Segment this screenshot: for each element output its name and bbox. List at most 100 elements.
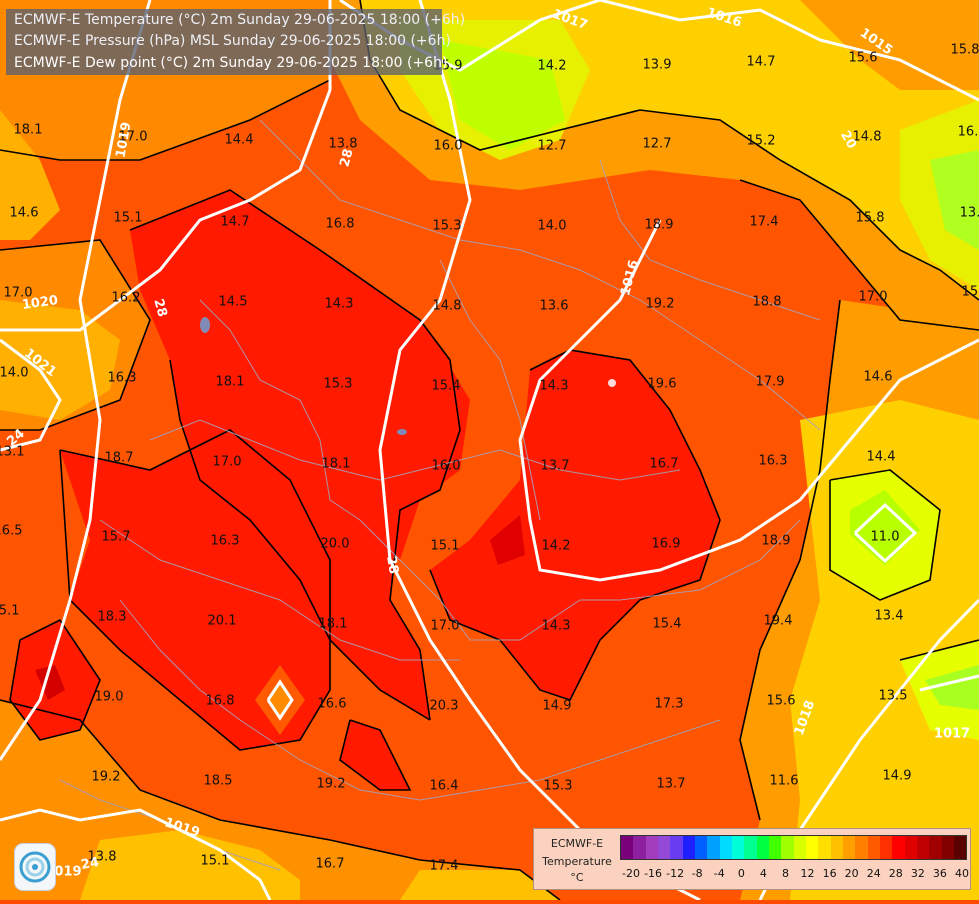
dewpoint-value: 15.6: [849, 51, 878, 66]
dewpoint-value: 16.7: [650, 457, 679, 472]
legend-tick-label: -8: [691, 867, 703, 880]
dewpoint-value: 19.4: [764, 614, 793, 629]
dewpoint-value: 13.1: [0, 445, 24, 460]
dewpoint-value: 17.0: [213, 455, 242, 470]
dewpoint-value: 14.3: [542, 619, 571, 634]
lakes: [200, 317, 616, 435]
legend-color-swatch: [904, 836, 917, 859]
dewpoint-value: 20.0: [321, 537, 350, 552]
dewpoint-value: 13.8: [88, 850, 117, 865]
legend-title-unit: °C: [570, 871, 584, 884]
isoline-label: 28: [150, 297, 169, 318]
dewpoint-value: 16.3: [211, 534, 240, 549]
dewpoint-value: 13.4: [875, 609, 904, 624]
legend-tick-label: 28: [888, 867, 903, 880]
legend-color-swatch: [892, 836, 905, 859]
dewpoint-value: 18.1: [319, 617, 348, 632]
legend-title-source: ECMWF-E: [550, 837, 604, 850]
legend-color-swatch: [707, 836, 720, 859]
legend-color-swatch: [694, 836, 708, 859]
legend-tick-label: -16: [644, 867, 663, 880]
dewpoint-value: 18.1: [216, 375, 245, 390]
legend-color-swatch: [768, 836, 782, 859]
dewpoint-value: 16.3: [759, 454, 788, 469]
dewpoint-value: 17.0: [859, 290, 888, 305]
dewpoint-value: 18.3: [98, 610, 127, 625]
isoline-label: 28: [337, 147, 356, 168]
legend-color-swatch: [682, 836, 695, 859]
temperature-title: ECMWF-E Temperature (°C) 2m Sunday 29-06…: [14, 12, 466, 28]
dewpoint-value: 13.: [960, 206, 979, 221]
dewpoint-value: 18.1: [14, 123, 43, 138]
dewpoint-value: 14.3: [325, 297, 354, 312]
dewpoint-value: 14.4: [867, 450, 896, 465]
legend-color-swatch: [842, 836, 856, 859]
dewpoint-value: 17.3: [655, 697, 684, 712]
dewpoint-value: 15.3: [433, 219, 462, 234]
legend-color-swatch: [855, 836, 868, 859]
pressure-title: ECMWF-E Pressure (hPa) MSL Sunday 29-06-…: [14, 33, 451, 49]
temp-field-8-12: [930, 150, 979, 250]
temp-field-28-32: [430, 350, 720, 700]
ecmwf-logo: [14, 843, 56, 891]
dewpoint-value: 15.1: [0, 604, 19, 619]
legend-tick-label: 8: [781, 867, 789, 880]
dewpoint-value: 20.1: [208, 614, 237, 629]
legend-color-swatch: [781, 836, 794, 859]
dewpoint-value: 13.6: [540, 299, 569, 314]
temp-field-16-20: [400, 870, 560, 900]
legend-color-swatch: [818, 836, 831, 859]
dewpoint-value: 15.6: [767, 694, 796, 709]
dewpoint-value: 13.7: [657, 777, 686, 792]
dewpoint-value: 11.6: [770, 774, 799, 789]
isobar-label: 019: [54, 865, 81, 880]
temp-field-32-36: [35, 665, 65, 700]
legend-color-swatch: [793, 836, 806, 859]
dewpoint-value: 16.5: [0, 524, 22, 539]
legend-tick-label: 36: [932, 867, 947, 880]
legend-color-swatch: [633, 836, 646, 859]
temp-field-32-36: [490, 515, 525, 565]
dewpoint-value: 13.9: [643, 58, 672, 73]
dewpoint-value: 14.8: [433, 299, 462, 314]
legend-tick-label: -12: [666, 867, 685, 880]
legend-color-swatch: [645, 836, 658, 859]
dewpoint-value: 17.4: [750, 215, 779, 230]
isobar-label: 1020: [21, 293, 59, 313]
legend-tick-label: 4: [759, 867, 767, 880]
dewpoint-value: 15.4: [653, 617, 682, 632]
dewpoint-value: 15.4: [432, 379, 461, 394]
legend-tick-label: -20: [622, 867, 640, 880]
dewpoint-value: 16.2: [112, 291, 141, 306]
dewpoint-value: 14.7: [747, 55, 776, 70]
dewpoint-value: 15.8: [856, 211, 885, 226]
temp-field-8-12: [925, 665, 979, 710]
dewpoint-value: 12.7: [538, 139, 567, 154]
dewpoint-value: 17.0: [431, 619, 460, 634]
dewpoint-value: 17.0: [4, 286, 33, 301]
dewpoint-value: 13.5: [879, 689, 908, 704]
legend-tick-label: -4: [713, 867, 725, 880]
legend-color-swatch: [953, 836, 967, 859]
dewpoint-value: 16.0: [434, 139, 463, 154]
dewpoint-value: 14.5: [219, 295, 248, 310]
dewpoint-value: 16.9: [652, 537, 681, 552]
dewpoint-value: 17.9: [756, 375, 785, 390]
dewpoint-value: 16.7: [316, 857, 345, 872]
dewpoint-value: 14.0: [0, 366, 28, 381]
dewpoint-value: 14.9: [543, 699, 572, 714]
dewpoint-value: 14.7: [221, 215, 250, 230]
temperature-legend: ECMWF-E Temperature °C -20 -16 -12 -8 -4 0 4 8 1…: [533, 828, 971, 890]
legend-color-swatch: [719, 836, 732, 859]
dewpoint-value: 16.3: [108, 371, 137, 386]
country-borders: [59, 119, 821, 871]
legend-tick-label: 16: [822, 867, 837, 880]
legend-color-swatch: [941, 836, 954, 859]
legend-color-swatch: [744, 836, 757, 859]
map-title-box: ECMWF-E Temperature (°C) 2m Sunday 29-06…: [6, 9, 465, 75]
legend-tick-label: 0: [737, 867, 745, 880]
dewpoint-value: 12.7: [643, 137, 672, 152]
legend-color-swatch: [657, 836, 671, 859]
legend-color-swatch: [867, 836, 880, 859]
dewpoint-value: 14.8: [853, 130, 882, 145]
